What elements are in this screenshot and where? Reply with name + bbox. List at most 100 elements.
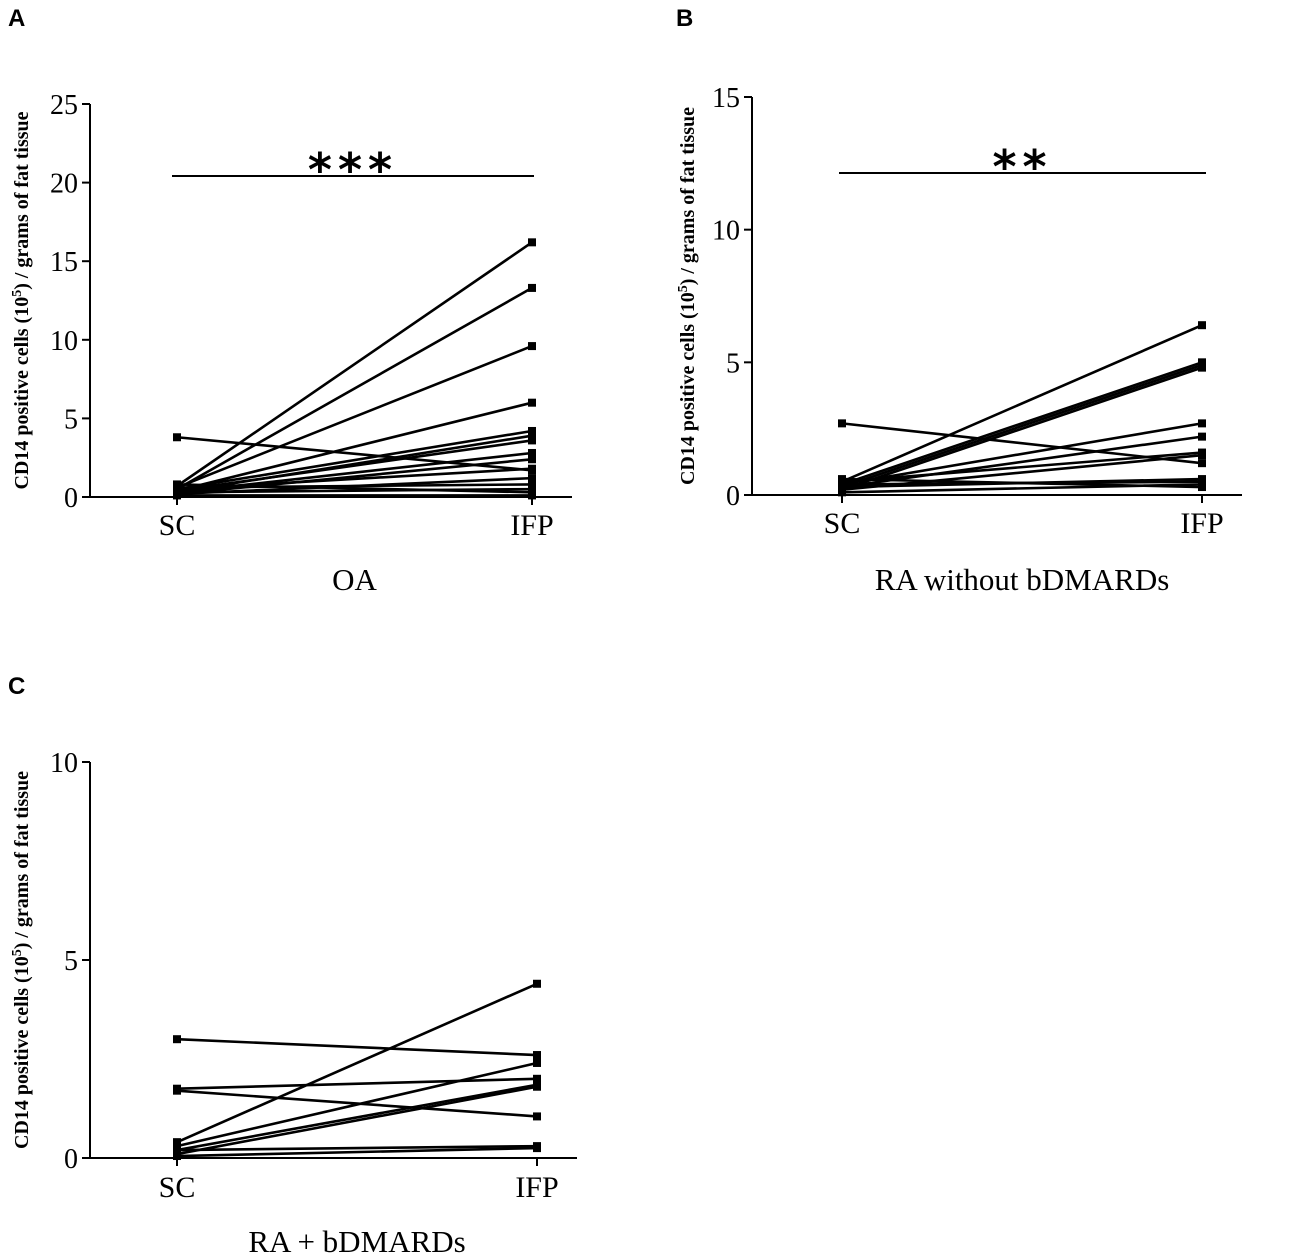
y-tick-label: 10: [50, 748, 78, 779]
y-axis-label-part: CD14 positive cells (10: [11, 297, 33, 490]
y-tick-label: 5: [726, 348, 740, 379]
significance-marker: **: [992, 140, 1052, 194]
data-point-ifp: [1198, 363, 1206, 372]
series-line: [176, 429, 533, 491]
data-point-sc: [838, 475, 846, 484]
y-tick-label: 0: [64, 483, 78, 514]
x-category-label: IFP: [1180, 507, 1223, 540]
panel-b: B 0 5 10 15 SC IFP RA without bDMARDs CD14 posit…: [676, 5, 1242, 597]
data-point-ifp: [533, 1058, 541, 1067]
data-point-ifp: [528, 342, 536, 351]
y-axis-label-part: ) / grams of fat tissue: [11, 111, 33, 289]
series-line: [176, 487, 533, 494]
series-5: [173, 1058, 541, 1151]
data-point-sc: [173, 433, 181, 442]
series-6: [173, 1080, 541, 1155]
series-16: [173, 491, 536, 500]
series-line: [841, 361, 1203, 486]
series-line: [176, 1061, 538, 1148]
panel-a: A 0 5 10 15 20 25 SC IFP OA CD14 positive cells (1…: [8, 5, 572, 597]
data-point-ifp: [1198, 459, 1206, 468]
data-point-sc: [173, 491, 181, 500]
x-category-label: SC: [159, 509, 196, 542]
y-axis-label: CD14 positive cells (105) / grams of fat…: [10, 771, 33, 1149]
data-point-ifp: [528, 398, 536, 407]
significance-marker: ***: [308, 143, 398, 197]
data-point-ifp: [1198, 432, 1206, 441]
panel-c: C 0 5 10 SC IFP RA + bDMARDs CD14 positive cell…: [8, 673, 577, 1256]
data-point-ifp: [1198, 419, 1206, 428]
data-point-ifp: [533, 1082, 541, 1091]
data-point-sc: [173, 1035, 181, 1044]
series-line: [841, 435, 1203, 489]
series-2: [173, 238, 536, 490]
y-axis-label-part: CD14 positive cells (10: [11, 956, 33, 1149]
series-13: [838, 475, 1206, 492]
y-tick-label: 20: [50, 169, 78, 200]
series-line: [176, 982, 538, 1144]
y-tick-label: 5: [64, 404, 78, 435]
data-point-ifp: [528, 431, 536, 440]
y-tick-label: 10: [50, 326, 78, 357]
data-point-ifp: [533, 1074, 541, 1083]
data-point-sc: [838, 480, 846, 489]
x-category-label: SC: [824, 507, 861, 540]
x-category-label: IFP: [515, 1171, 558, 1204]
series-line: [841, 323, 1203, 483]
series-3: [173, 283, 536, 494]
series-line: [841, 366, 1203, 491]
panel-letter: C: [8, 673, 25, 700]
series-2: [173, 1074, 541, 1093]
data-point-sc: [838, 419, 846, 428]
series-line: [841, 363, 1203, 489]
series-line: [176, 1037, 538, 1057]
x-category-label: IFP: [510, 509, 553, 542]
data-point-ifp: [533, 1144, 541, 1153]
y-axis-label-superscript: 5: [10, 290, 25, 297]
series-line: [176, 1144, 538, 1152]
group-label: RA without bDMARDs: [875, 562, 1170, 597]
series-line: [176, 1077, 538, 1090]
series-line: [841, 422, 1203, 486]
data-point-sc: [173, 1086, 181, 1095]
y-tick-label: 5: [64, 946, 78, 977]
data-point-ifp: [528, 480, 536, 489]
series-line: [176, 1085, 538, 1156]
series-line: [176, 1083, 538, 1152]
data-point-sc: [173, 1152, 181, 1161]
series-1: [173, 1035, 541, 1060]
data-point-ifp: [528, 474, 536, 483]
y-axis-label-part: ) / grams of fat tissue: [11, 771, 33, 949]
series-line: [176, 1146, 538, 1158]
y-axis-label-superscript: 5: [676, 285, 691, 292]
data-point-ifp: [528, 491, 536, 500]
y-axis-label-part: CD14 positive cells (10: [677, 292, 699, 485]
data-point-ifp: [528, 436, 536, 445]
data-point-ifp: [1198, 321, 1206, 330]
series-9: [173, 1144, 541, 1161]
series-line: [176, 344, 533, 489]
data-point-ifp: [533, 979, 541, 988]
series-line: [176, 439, 533, 492]
group-label: OA: [332, 562, 377, 597]
y-axis-label: CD14 positive cells (105) / grams of fat…: [10, 111, 33, 489]
data-point-ifp: [528, 426, 536, 435]
y-axis-label-part: ) / grams of fat tissue: [677, 107, 699, 285]
y-tick-label: 0: [64, 1144, 78, 1175]
y-tick-label: 10: [712, 216, 740, 247]
x-category-label: SC: [159, 1171, 196, 1204]
data-point-sc: [173, 1146, 181, 1155]
group-label: RA + bDMARDs: [248, 1224, 465, 1256]
data-point-ifp: [1198, 483, 1206, 492]
panel-letter: B: [676, 5, 693, 32]
y-tick-label: 0: [726, 481, 740, 512]
data-point-ifp: [533, 1051, 541, 1060]
y-axis-label: CD14 positive cells (105) / grams of fat…: [676, 107, 699, 485]
series-line: [176, 401, 533, 492]
data-point-sc: [173, 480, 181, 489]
data-point-ifp: [528, 448, 536, 457]
data-point-sc: [838, 488, 846, 497]
series-line: [841, 451, 1203, 484]
series-line: [176, 241, 533, 488]
